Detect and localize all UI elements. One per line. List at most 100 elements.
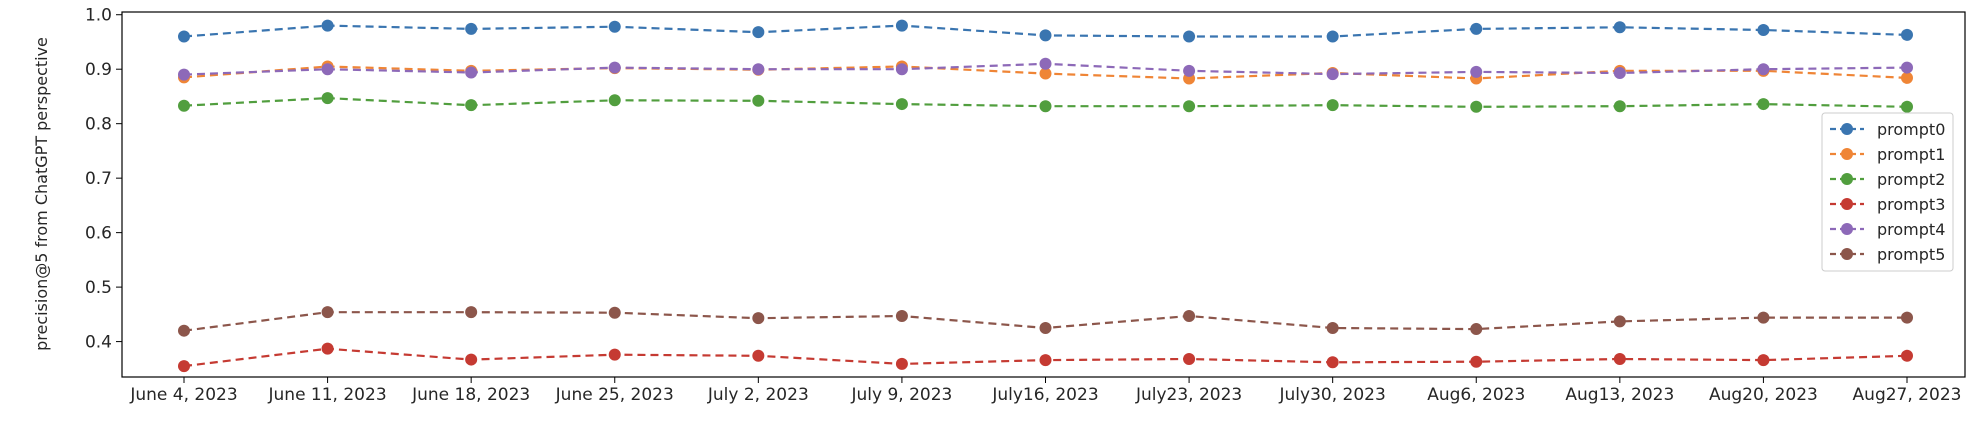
data-point <box>608 306 621 319</box>
data-point <box>895 357 908 370</box>
data-point <box>1326 321 1339 334</box>
data-point <box>321 342 334 355</box>
data-point <box>1757 98 1770 111</box>
legend-marker <box>1841 173 1853 185</box>
y-tick-label: 0.8 <box>85 115 112 135</box>
x-tick-label: July 9, 2023 <box>850 385 952 405</box>
data-point <box>608 20 621 33</box>
y-axis-label: precision@5 from ChatGPT perspective <box>32 37 51 351</box>
data-point <box>1039 321 1052 334</box>
data-point <box>752 26 765 39</box>
legend-label: prompt3 <box>1877 195 1945 214</box>
data-point <box>752 94 765 107</box>
x-tick-label: July30, 2023 <box>1279 385 1386 405</box>
data-point <box>1470 323 1483 336</box>
x-tick-label: June 25, 2023 <box>555 385 674 405</box>
legend-label: prompt0 <box>1877 120 1945 139</box>
legend-label: prompt4 <box>1877 220 1945 239</box>
legend-label: prompt5 <box>1877 245 1945 264</box>
x-tick-label: Aug20, 2023 <box>1709 385 1818 405</box>
data-point <box>1901 61 1913 74</box>
data-point <box>178 30 190 43</box>
data-point <box>465 306 478 319</box>
series-prompt3 <box>178 342 1913 373</box>
x-axis: June 4, 2023 June 11, 2023 June 18, 2023 Ju… <box>129 377 1961 405</box>
data-point <box>1901 71 1913 84</box>
legend-marker <box>1841 123 1853 135</box>
y-tick-label: 0.4 <box>85 333 112 353</box>
data-point <box>1613 67 1626 80</box>
data-point <box>752 63 765 76</box>
y-tick-label: 0.5 <box>85 278 112 298</box>
data-point <box>178 99 190 112</box>
legend-item: prompt5 <box>1830 245 1945 264</box>
data-point <box>1183 64 1196 77</box>
x-tick-label: July23, 2023 <box>1135 385 1242 405</box>
data-point <box>1183 353 1196 366</box>
x-tick-label: June 4, 2023 <box>129 385 237 405</box>
legend-marker <box>1841 248 1853 260</box>
legend-item: prompt1 <box>1830 145 1945 164</box>
data-point <box>1470 100 1483 113</box>
data-point <box>1326 68 1339 81</box>
x-tick-label: July16, 2023 <box>991 385 1098 405</box>
data-point <box>1470 22 1483 35</box>
data-point <box>1757 23 1770 36</box>
data-point <box>1613 353 1626 366</box>
data-point <box>178 324 190 337</box>
series-prompt5 <box>178 306 1913 337</box>
data-point <box>321 92 334 105</box>
data-point <box>1613 21 1626 34</box>
data-point <box>1613 315 1626 328</box>
data-point <box>1470 355 1483 368</box>
data-point <box>1470 65 1483 78</box>
data-point <box>895 309 908 322</box>
legend-item: prompt3 <box>1830 195 1945 214</box>
data-point <box>1326 356 1339 369</box>
data-point <box>1901 349 1913 362</box>
legend-marker <box>1841 148 1853 160</box>
x-tick-label: Aug13, 2023 <box>1565 385 1674 405</box>
y-tick-label: 1.0 <box>85 6 112 26</box>
data-point <box>1901 311 1913 324</box>
data-point <box>895 19 908 32</box>
data-point <box>608 94 621 107</box>
data-point <box>1326 99 1339 112</box>
data-point <box>465 22 478 35</box>
data-point <box>1039 67 1052 80</box>
legend-marker <box>1841 223 1853 235</box>
y-tick-label: 0.9 <box>85 60 112 80</box>
data-point <box>321 19 334 32</box>
data-point <box>1183 30 1196 43</box>
legend-box <box>1821 112 1954 272</box>
data-point <box>895 98 908 111</box>
series-prompt2 <box>178 92 1913 113</box>
data-point <box>752 312 765 325</box>
data-point <box>465 66 478 79</box>
x-tick-label: July 2, 2023 <box>707 385 809 405</box>
legend-item: prompt4 <box>1830 220 1945 239</box>
data-point <box>1326 30 1339 43</box>
series-layer <box>178 19 1913 373</box>
data-point <box>465 99 478 112</box>
legend-item: prompt0 <box>1830 120 1945 139</box>
data-point <box>1613 100 1626 113</box>
data-point <box>1901 28 1913 41</box>
data-point <box>752 349 765 362</box>
legend-label: prompt1 <box>1877 145 1945 164</box>
legend-item: prompt2 <box>1830 170 1945 189</box>
data-point <box>321 63 334 76</box>
data-point <box>1757 311 1770 324</box>
data-point <box>1757 354 1770 367</box>
data-point <box>178 68 190 81</box>
series-prompt4 <box>178 57 1913 81</box>
data-point <box>1757 63 1770 76</box>
y-tick-label: 0.6 <box>85 224 112 244</box>
data-point <box>1039 29 1052 42</box>
data-point <box>465 353 478 366</box>
data-point <box>608 348 621 361</box>
data-point <box>608 61 621 74</box>
data-point <box>1039 57 1052 70</box>
data-point <box>178 360 190 373</box>
